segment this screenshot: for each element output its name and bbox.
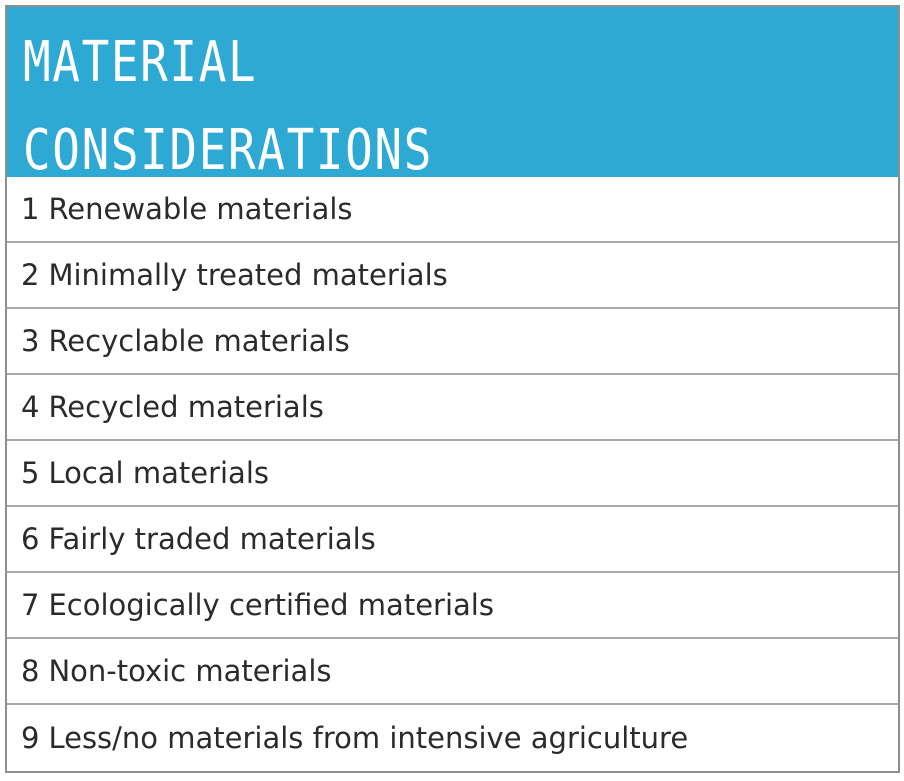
- row-number: 7: [21, 588, 40, 622]
- table-row: 8 Non-toxic materials: [7, 639, 898, 705]
- row-label: Ecologically certified materials: [48, 588, 494, 622]
- table-row: 3 Recyclable materials: [7, 309, 898, 375]
- row-label: Renewable materials: [48, 192, 353, 226]
- row-label: Recyclable materials: [48, 324, 350, 358]
- row-number: 9: [21, 721, 40, 755]
- table-header: MATERIAL CONSIDERATIONS: [7, 7, 898, 183]
- row-number: 5: [21, 456, 40, 490]
- title-line-2: CONSIDERATIONS: [23, 118, 434, 183]
- row-number: 4: [21, 390, 40, 424]
- table-row: 4 Recycled materials: [7, 375, 898, 441]
- considerations-list: 1 Renewable materials 2 Minimally treate…: [7, 177, 898, 771]
- title-line-1: MATERIAL: [23, 30, 258, 95]
- table-row: 9 Less/no materials from intensive agric…: [7, 705, 898, 771]
- table-row: 5 Local materials: [7, 441, 898, 507]
- row-label: Local materials: [48, 456, 269, 490]
- table-row: 1 Renewable materials: [7, 177, 898, 243]
- table-row: 2 Minimally treated materials: [7, 243, 898, 309]
- row-label: Fairly traded materials: [48, 522, 376, 556]
- row-label: Recycled materials: [48, 390, 324, 424]
- table-title: MATERIAL CONSIDERATIONS: [23, 19, 741, 195]
- row-number: 8: [21, 654, 40, 688]
- row-number: 6: [21, 522, 40, 556]
- row-number: 1: [21, 192, 40, 226]
- table-row: 7 Ecologically certified materials: [7, 573, 898, 639]
- material-considerations-table: MATERIAL CONSIDERATIONS 1 Renewable mate…: [5, 5, 900, 773]
- row-label: Minimally treated materials: [48, 258, 448, 292]
- row-number: 2: [21, 258, 40, 292]
- row-label: Less/no materials from intensive agricul…: [48, 721, 689, 755]
- table-row: 6 Fairly traded materials: [7, 507, 898, 573]
- row-label: Non-toxic materials: [48, 654, 332, 688]
- row-number: 3: [21, 324, 40, 358]
